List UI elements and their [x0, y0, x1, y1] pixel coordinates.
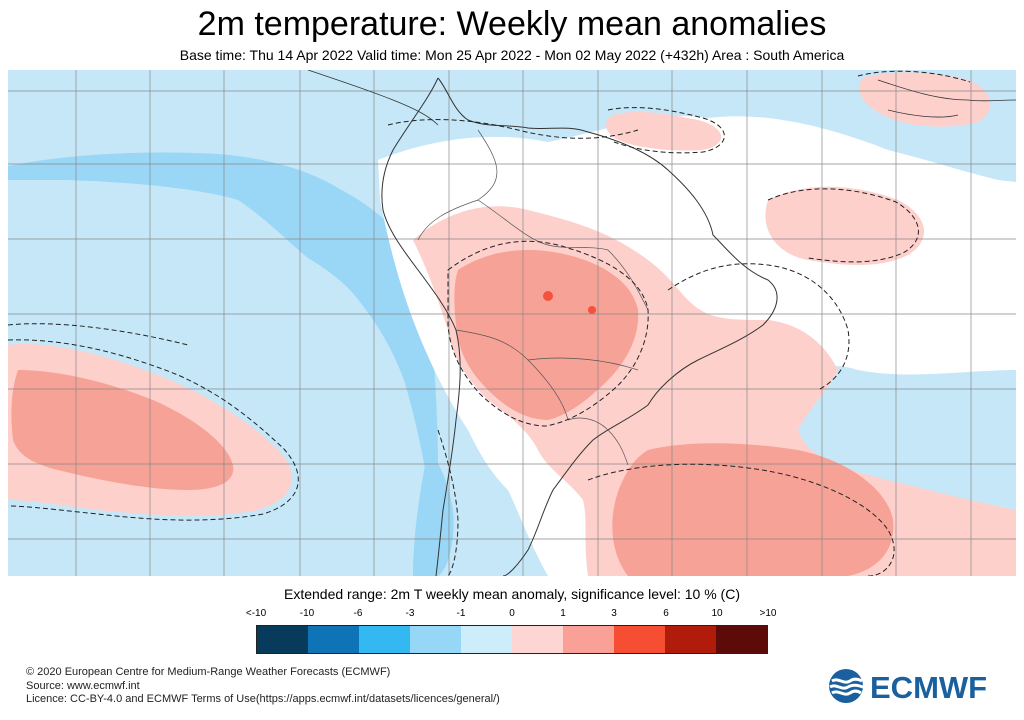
legend-colorbar — [256, 625, 768, 654]
legend-swatch — [257, 626, 308, 653]
graticule — [8, 70, 1016, 576]
ecmwf-logo-icon — [829, 669, 864, 703]
legend-swatch — [665, 626, 716, 653]
warm-light-caribbean — [859, 72, 991, 127]
ecmwf-logo: ECMWF — [829, 669, 987, 704]
legend-swatch — [716, 626, 767, 653]
legend-label: 1 — [560, 608, 566, 619]
legend-swatch — [614, 626, 665, 653]
warm-light-north-venezuela — [606, 111, 722, 151]
copyright-text: © 2020 European Centre for Medium-Range … — [26, 666, 391, 678]
warm-strong-spot-1 — [543, 291, 553, 301]
legend-label: >10 — [759, 608, 777, 619]
legend-label: 6 — [663, 608, 669, 619]
warm-medium-central — [454, 250, 639, 420]
cool-strong-region — [8, 152, 438, 474]
licence-text: Licence: CC-BY-4.0 and ECMWF Terms of Us… — [26, 693, 500, 705]
country-borders — [417, 129, 649, 466]
legend-swatch — [512, 626, 563, 653]
legend-label: 3 — [611, 608, 617, 619]
legend-label: -1 — [456, 608, 466, 619]
legend-labels: <-10 -10 -6 -3 -1 0 1 3 6 10 >10 — [0, 608, 1024, 622]
legend-label: -10 — [299, 608, 315, 619]
ecmwf-logo-text: ECMWF — [870, 670, 987, 704]
legend-swatch — [308, 626, 359, 653]
legend-label: 10 — [711, 608, 723, 619]
legend-label: 0 — [509, 608, 515, 619]
south-america-coastline — [381, 77, 778, 576]
cool-strong-patagonia — [413, 450, 454, 576]
credits: © 2020 European Centre for Medium-Range … — [26, 666, 500, 707]
map-title: 2m temperature: Weekly mean anomalies — [197, 5, 827, 43]
legend-label: <-10 — [245, 608, 267, 619]
legend-swatch — [563, 626, 614, 653]
legend-swatch — [359, 626, 410, 653]
legend-title: Extended range: 2m T weekly mean anomaly… — [283, 586, 740, 602]
legend-swatch — [461, 626, 512, 653]
map-subtitle: Base time: Thu 14 Apr 2022 Valid time: M… — [179, 47, 845, 63]
significance-contours — [8, 70, 971, 576]
legend-label: -3 — [405, 608, 415, 619]
warm-medium-south-atlantic — [612, 443, 894, 576]
warm-medium-pacific — [11, 370, 234, 490]
anomaly-map — [8, 70, 1016, 576]
warm-light-atlantic-north — [765, 186, 925, 265]
legend-swatch — [410, 626, 461, 653]
warm-strong-spot-2 — [588, 306, 596, 314]
central-america-coastline — [307, 70, 1016, 126]
legend-label: -6 — [353, 608, 363, 619]
source-text: Source: www.ecmwf.int — [26, 679, 140, 692]
